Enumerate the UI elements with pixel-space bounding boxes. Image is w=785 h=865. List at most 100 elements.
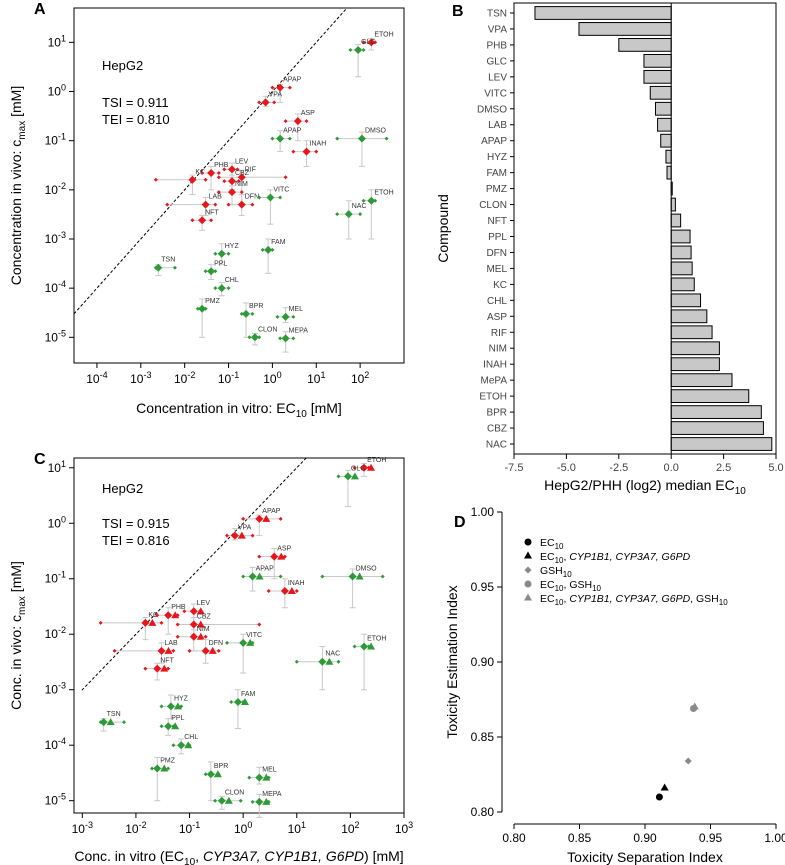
data-point — [217, 284, 226, 293]
y-axis-title: Conc. in vivo: cmax [mM] — [8, 561, 28, 710]
triangle-point — [287, 587, 296, 595]
triangle-point — [160, 664, 169, 672]
range-point — [143, 666, 148, 671]
category-label: VPA — [488, 24, 508, 35]
range-point — [122, 720, 127, 725]
triangle-point — [367, 463, 376, 471]
range-point — [287, 136, 292, 141]
panel-d: D 0.80 0.85 0.90 0.95 1.00 0.80 0.85 0.90 0.95 1.0… — [444, 505, 785, 865]
triangle-point — [262, 797, 271, 805]
point-label: HYZ — [225, 243, 240, 250]
range-point — [291, 314, 296, 319]
range-point — [283, 119, 288, 124]
bar — [665, 149, 672, 164]
triangle-point — [196, 620, 205, 628]
category-label: PPL — [488, 232, 507, 243]
x-tick-label: 103 — [395, 820, 413, 836]
panel-a: A 10-4 10-3 10-2 10-1 100 101 102 10-5 10-4 10-3 10… — [8, 1, 405, 420]
y-tick-label: 10-4 — [45, 736, 66, 752]
point-label: PPL — [171, 715, 184, 722]
triangle-point — [213, 770, 222, 778]
x-tick-label: 102 — [351, 370, 369, 386]
y-tick-label: 0.85 — [471, 730, 495, 744]
data-point — [255, 773, 264, 782]
triangle-point — [196, 607, 205, 615]
range-point — [270, 136, 275, 141]
point-label: GLC — [361, 39, 375, 46]
point-label: TSN — [107, 711, 121, 718]
legend-marker — [524, 593, 532, 601]
point-label: CLON — [225, 790, 244, 797]
point-label: BPR — [214, 763, 228, 770]
data-point — [233, 698, 242, 707]
point-label: HYZ — [174, 695, 189, 702]
tsi-value: TSI = 0.911 — [102, 95, 169, 110]
data-point — [261, 98, 270, 107]
range-point — [361, 47, 366, 52]
data-point — [230, 531, 239, 540]
range-point — [247, 335, 252, 340]
x-tick-label: 101 — [307, 370, 325, 386]
data-point — [177, 741, 186, 750]
range-point — [250, 533, 255, 538]
point-label: KC — [148, 612, 158, 619]
point-label: NFT — [205, 209, 219, 216]
y-tick-label: 10-4 — [45, 279, 66, 295]
range-point — [155, 613, 160, 618]
point-label: NFT — [160, 658, 174, 665]
range-point — [216, 175, 221, 180]
range-point — [361, 198, 366, 203]
point-label: RIF — [245, 166, 256, 173]
y-tick-label: 10-5 — [45, 792, 66, 808]
range-point — [98, 620, 103, 625]
point-label: APAP — [283, 128, 301, 135]
x-tick-label: 10-3 — [72, 820, 93, 836]
data-point — [343, 472, 352, 481]
range-point — [222, 167, 227, 172]
data-point — [141, 618, 150, 627]
bar — [670, 389, 750, 404]
range-point — [257, 554, 262, 559]
y-tick-label: 10-3 — [45, 230, 66, 246]
triangle-point — [224, 796, 233, 804]
data-point — [280, 587, 289, 596]
data-point — [367, 196, 376, 205]
data-point — [293, 117, 302, 126]
point-label: APAP — [262, 508, 280, 515]
point-label: PPL — [214, 260, 227, 267]
bar — [670, 357, 720, 372]
range-point — [153, 177, 158, 182]
data-point — [154, 263, 163, 272]
category-label: RIF — [491, 328, 507, 339]
data-point — [357, 134, 366, 143]
point-label: ASP — [277, 546, 291, 553]
data-point — [354, 45, 363, 54]
y-tick-label: 10-2 — [45, 625, 66, 641]
x-tick-label: 10-3 — [130, 370, 151, 386]
point-label: DFN — [245, 194, 259, 201]
range-point — [236, 179, 241, 184]
category-label: ASP — [487, 312, 507, 323]
x-tick-label: -2.5 — [609, 462, 628, 474]
bar — [670, 309, 708, 324]
triangle-point — [325, 657, 334, 665]
category-label: INAH — [483, 360, 507, 371]
x-tick-label: -5.0 — [557, 462, 576, 474]
point-label: VITC — [246, 632, 262, 639]
x-tick-label: 0.90 — [633, 831, 657, 845]
point-label: LEV — [235, 158, 249, 165]
x-tick-label: 10-2 — [125, 820, 146, 836]
triangle-point — [262, 773, 271, 781]
category-label: MePA — [481, 376, 508, 387]
range-point — [166, 666, 171, 671]
range-point — [226, 202, 231, 207]
data-point — [276, 83, 285, 92]
point-label: BPR — [249, 303, 263, 310]
range-point — [213, 202, 218, 207]
y-axis-title: Concentration in vivo: cmax [mM] — [8, 86, 28, 285]
category-label: NAC — [486, 440, 507, 451]
range-point — [239, 190, 244, 195]
data-point — [217, 249, 226, 258]
category-label: FAM — [486, 168, 507, 179]
range-point — [283, 175, 288, 180]
